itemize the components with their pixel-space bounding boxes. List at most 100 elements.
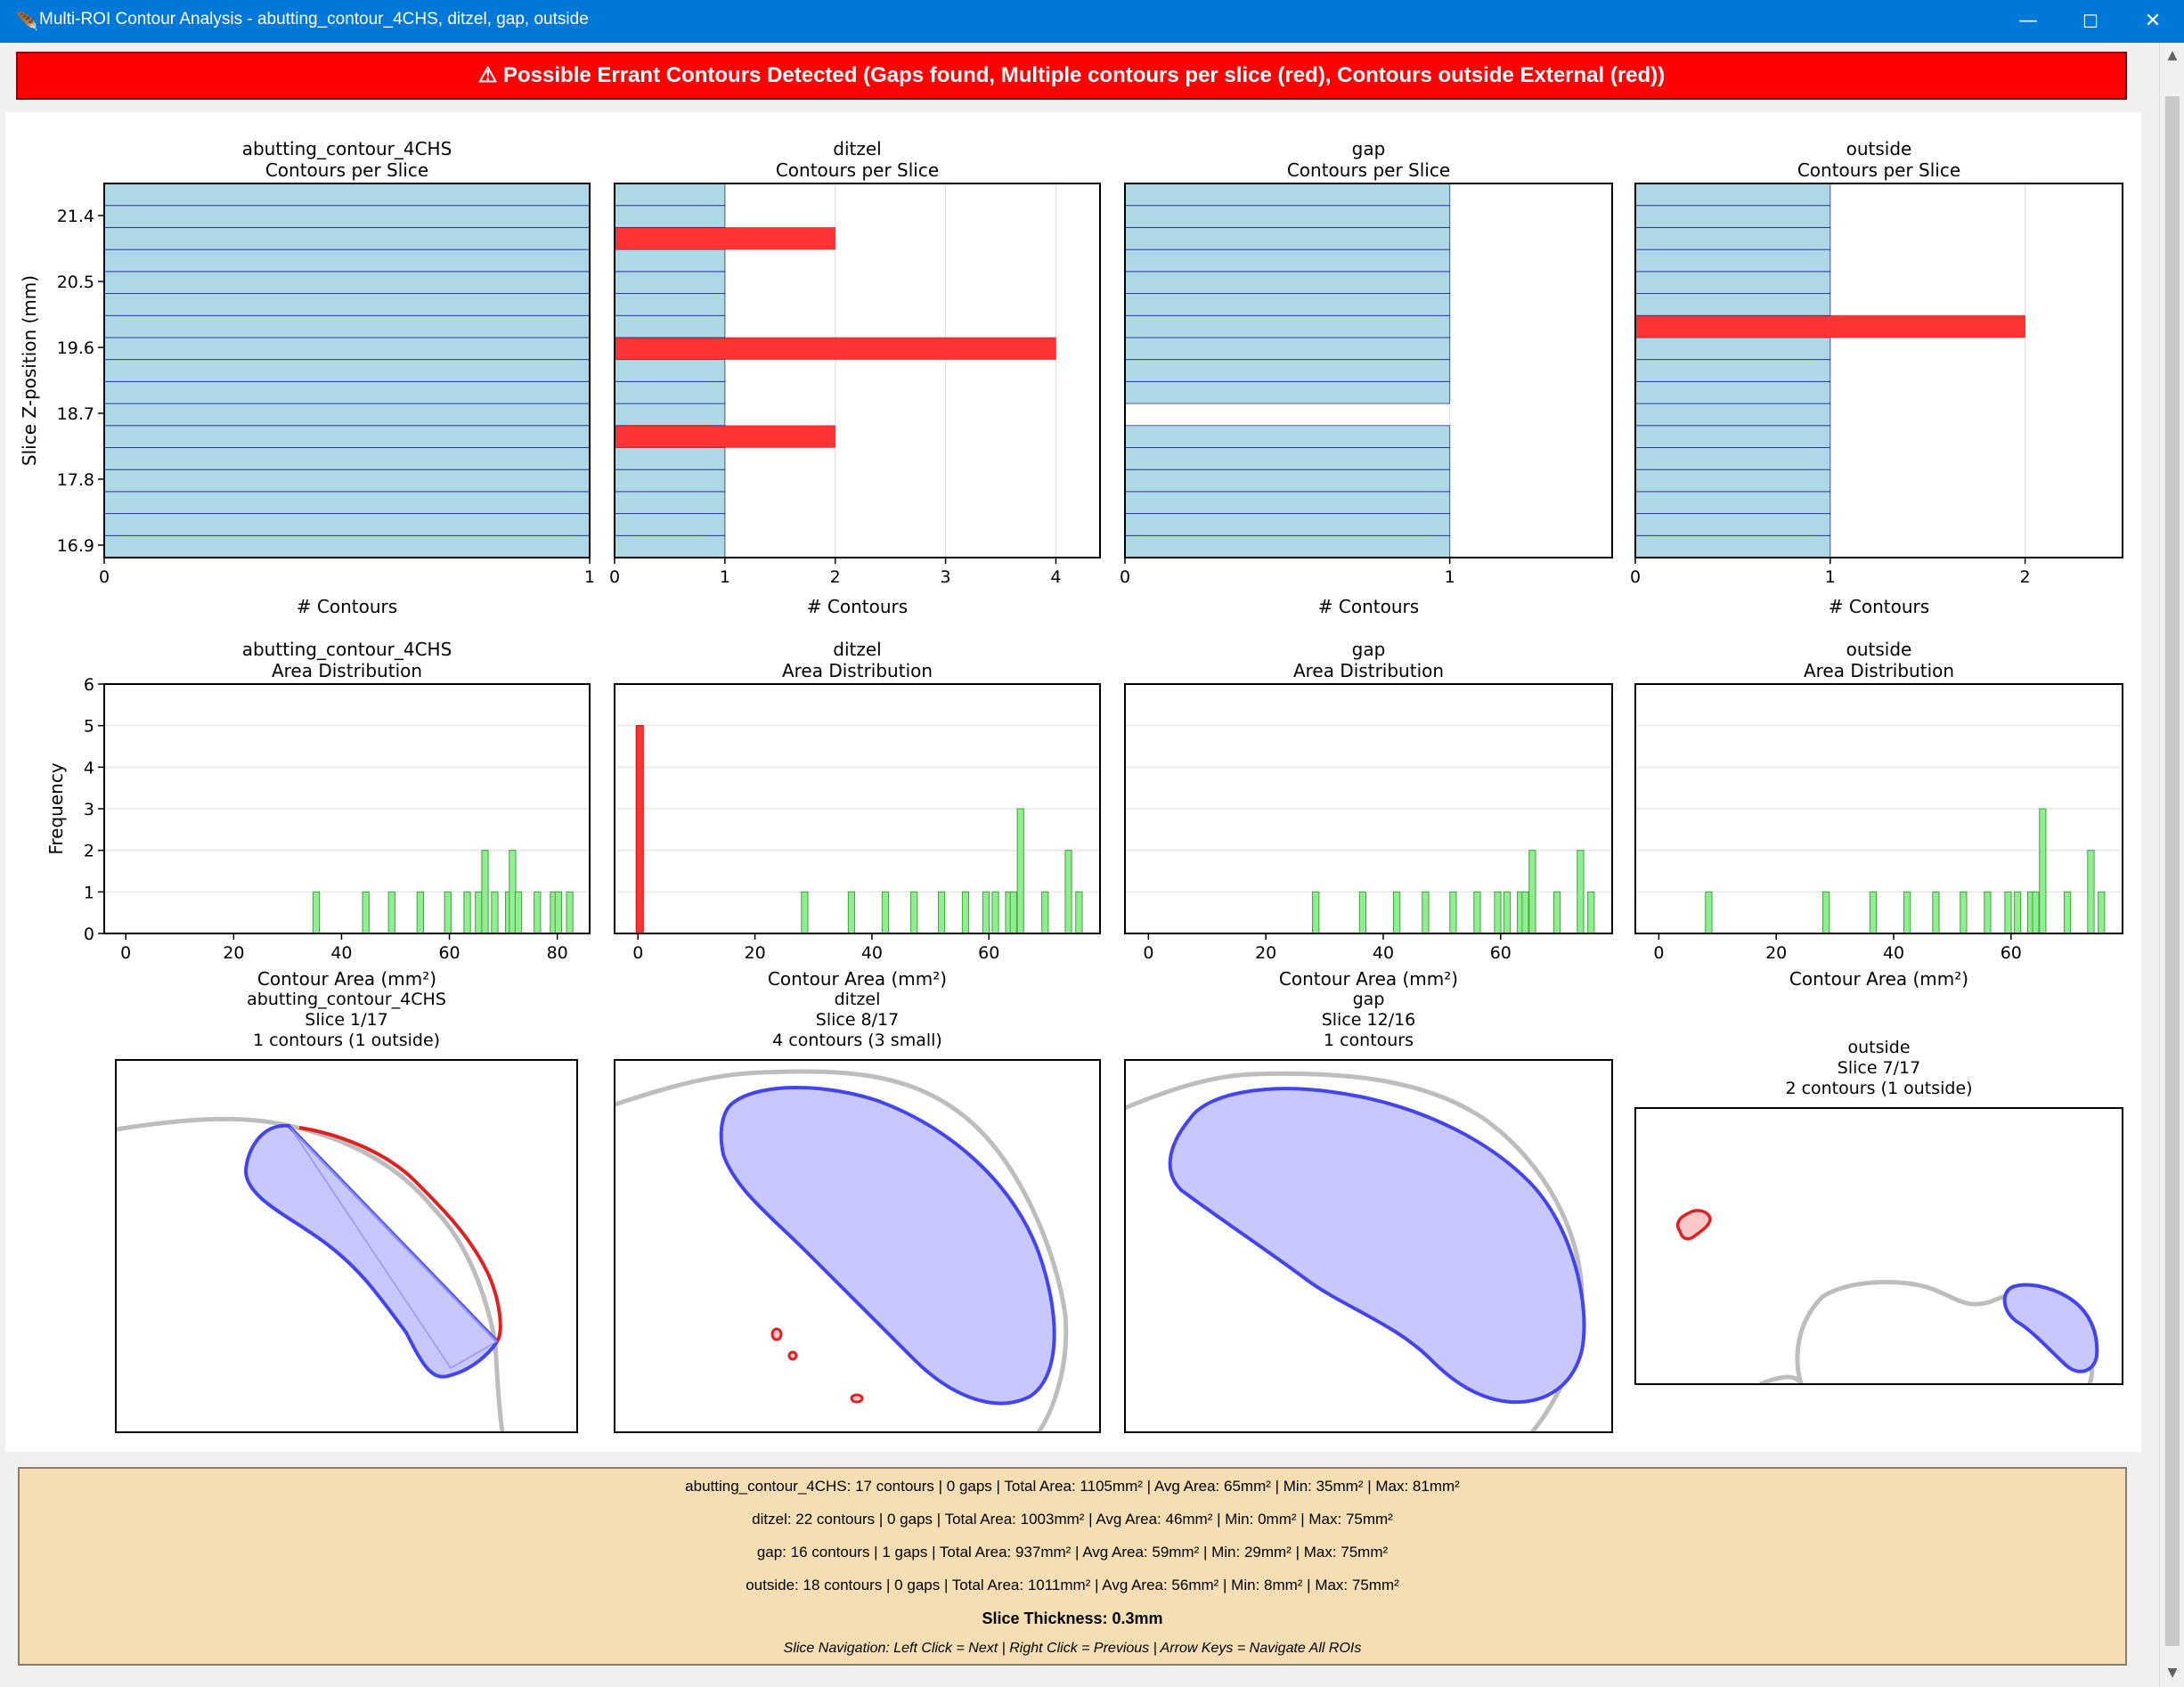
histogram-bar — [847, 891, 856, 934]
external-contour — [615, 1069, 1069, 1432]
histogram-bar — [1577, 850, 1585, 934]
contours-bar — [1124, 513, 1451, 536]
contours-chart-roi-title: outside — [1846, 138, 1912, 159]
histogram-frame — [1124, 683, 1613, 934]
contours-bar — [1124, 425, 1451, 448]
contours-bar — [614, 491, 726, 515]
histogram-bar — [982, 891, 990, 934]
vertical-scrollbar[interactable]: ▲ ▼ — [2159, 43, 2184, 1687]
feather-icon: 🪶 — [16, 11, 38, 32]
contours-xtick-label: 3 — [941, 567, 951, 587]
roi-contour — [2002, 1283, 2099, 1373]
histogram-bar — [937, 891, 946, 934]
histogram-xtick-label: 60 — [978, 943, 999, 963]
contours-bar — [1634, 491, 1831, 515]
histogram-ytick-label: 6 — [84, 675, 94, 695]
contours-chart-frame — [1634, 183, 2123, 558]
minimize-button[interactable]: — — [2018, 10, 2038, 32]
contours-bar — [1124, 314, 1451, 338]
slice-view-info: 2 contours (1 outside) — [1785, 1079, 1972, 1098]
slice-view-contours — [1125, 1071, 1586, 1432]
histogram-bar — [1932, 891, 1940, 934]
contours-xtick-label: 0 — [1630, 567, 1641, 587]
contours-xtick-label: 0 — [99, 567, 110, 587]
analysis-figure[interactable]: abutting_contour_4CHS Contours per Slice 0… — [5, 112, 2141, 1452]
scrollbar-thumb[interactable] — [2165, 96, 2180, 1646]
histogram-bar — [1064, 850, 1072, 934]
slice-view-number: Slice 12/16 — [1322, 1010, 1416, 1030]
histogram-bar — [1494, 891, 1502, 934]
histogram-bar — [534, 891, 542, 934]
warning-banner-text: ⚠ Possible Errant Contours Detected (Gap… — [477, 63, 1666, 87]
contours-bar — [614, 513, 726, 536]
histogram-xlabel: Contour Area (mm²) — [1789, 968, 1968, 990]
stats-line-abutting: abutting_contour_4CHS: 17 contours | 0 g… — [685, 1478, 1460, 1495]
histogram-bar — [1552, 891, 1561, 934]
contours-xlabel: # Contours — [1318, 596, 1419, 617]
scroll-up-icon[interactable]: ▲ — [2167, 48, 2178, 62]
contours-bar — [1124, 226, 1451, 250]
title-bar: 🪶 Multi-ROI Contour Analysis - abutting_… — [0, 0, 2184, 43]
slice-view-frame — [614, 1059, 1101, 1433]
slice-view-title: outside — [1847, 1038, 1910, 1057]
histogram-bar — [463, 891, 471, 934]
slice-thickness: Slice Thickness: 0.3mm — [982, 1610, 1163, 1627]
maximize-button[interactable]: ☐ — [2082, 11, 2098, 32]
contours-xtick-label: 1 — [1445, 567, 1455, 587]
histogram-bar — [910, 891, 918, 934]
slice-ytick-label: 17.8 — [57, 470, 94, 490]
contours-bar — [1634, 271, 1831, 294]
contours-bar — [614, 425, 836, 448]
slice-view-frame — [115, 1059, 578, 1433]
contours-bar — [1124, 534, 1451, 558]
small-contour — [770, 1327, 783, 1341]
histogram-bar — [991, 891, 999, 934]
histogram-bar — [2013, 891, 2022, 934]
histogram-xtick-label: 20 — [744, 943, 765, 963]
contours-xtick-label: 4 — [1050, 567, 1061, 587]
close-button[interactable]: ✕ — [2144, 10, 2162, 32]
roi-contour — [719, 1086, 1056, 1406]
contours-xtick-label: 2 — [2020, 567, 2031, 587]
histogram-bar — [2004, 891, 2012, 934]
errant-contours-banner: ⚠ Possible Errant Contours Detected (Gap… — [16, 52, 2127, 100]
contours-bar — [1124, 469, 1451, 493]
histogram-bar — [1705, 891, 1713, 934]
histogram-bar — [1587, 891, 1595, 934]
contours-bar — [1124, 183, 1451, 207]
contours-bar — [614, 271, 726, 294]
histogram-bar — [1521, 891, 1529, 934]
contours-bar — [614, 534, 726, 558]
histogram-bar — [1528, 850, 1536, 934]
contours-chart-subtitle: Contours per Slice — [776, 159, 939, 181]
slice-ytick-label: 21.4 — [57, 207, 94, 226]
histogram-xtick-label: 0 — [632, 943, 643, 963]
histogram-bar — [961, 891, 970, 934]
histogram-bar — [881, 891, 890, 934]
contours-bar — [103, 513, 591, 536]
contours-chart-frame — [614, 183, 1101, 558]
slice-view-number: Slice 1/17 — [305, 1010, 387, 1030]
histogram-bar — [1075, 891, 1083, 934]
histogram-xtick-label: 0 — [120, 943, 131, 963]
scroll-down-icon[interactable]: ▼ — [2167, 1666, 2178, 1680]
histogram-xtick-label: 40 — [1883, 943, 1904, 963]
contours-bar — [1634, 380, 1831, 404]
histogram-ytick-label: 3 — [84, 800, 94, 819]
histogram-xtick-label: 20 — [1255, 943, 1276, 963]
contours-bar — [1634, 359, 1831, 382]
slice-ytick-label: 19.6 — [57, 338, 94, 358]
contours-bar — [1634, 314, 2026, 338]
histogram-bar — [1041, 891, 1049, 934]
contours-bar — [614, 227, 836, 250]
histogram-xlabel: Contour Area (mm²) — [257, 968, 436, 990]
roi-contour — [1168, 1087, 1586, 1405]
histogram-xtick-label: 0 — [1143, 943, 1153, 963]
